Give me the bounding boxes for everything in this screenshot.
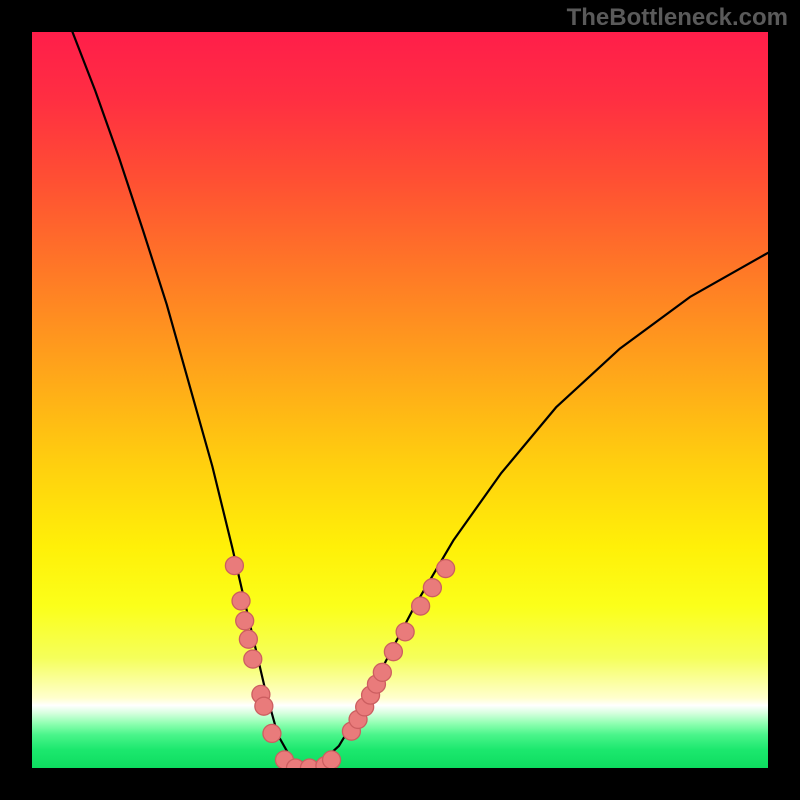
data-marker — [244, 650, 262, 668]
data-marker — [236, 612, 254, 630]
data-marker — [384, 643, 402, 661]
data-marker — [255, 697, 273, 715]
data-marker — [373, 663, 391, 681]
data-marker — [225, 557, 243, 575]
data-marker — [396, 623, 414, 641]
chart-frame: TheBottleneck.com — [0, 0, 800, 800]
plot-area — [32, 32, 768, 768]
data-marker — [423, 579, 441, 597]
watermark-text: TheBottleneck.com — [567, 4, 788, 32]
data-marker — [323, 751, 341, 768]
data-marker — [412, 597, 430, 615]
data-marker — [263, 724, 281, 742]
data-marker — [239, 630, 257, 648]
bottleneck-curve — [72, 32, 768, 766]
data-marker — [232, 592, 250, 610]
data-marker — [437, 560, 455, 578]
chart-overlay — [32, 32, 768, 768]
